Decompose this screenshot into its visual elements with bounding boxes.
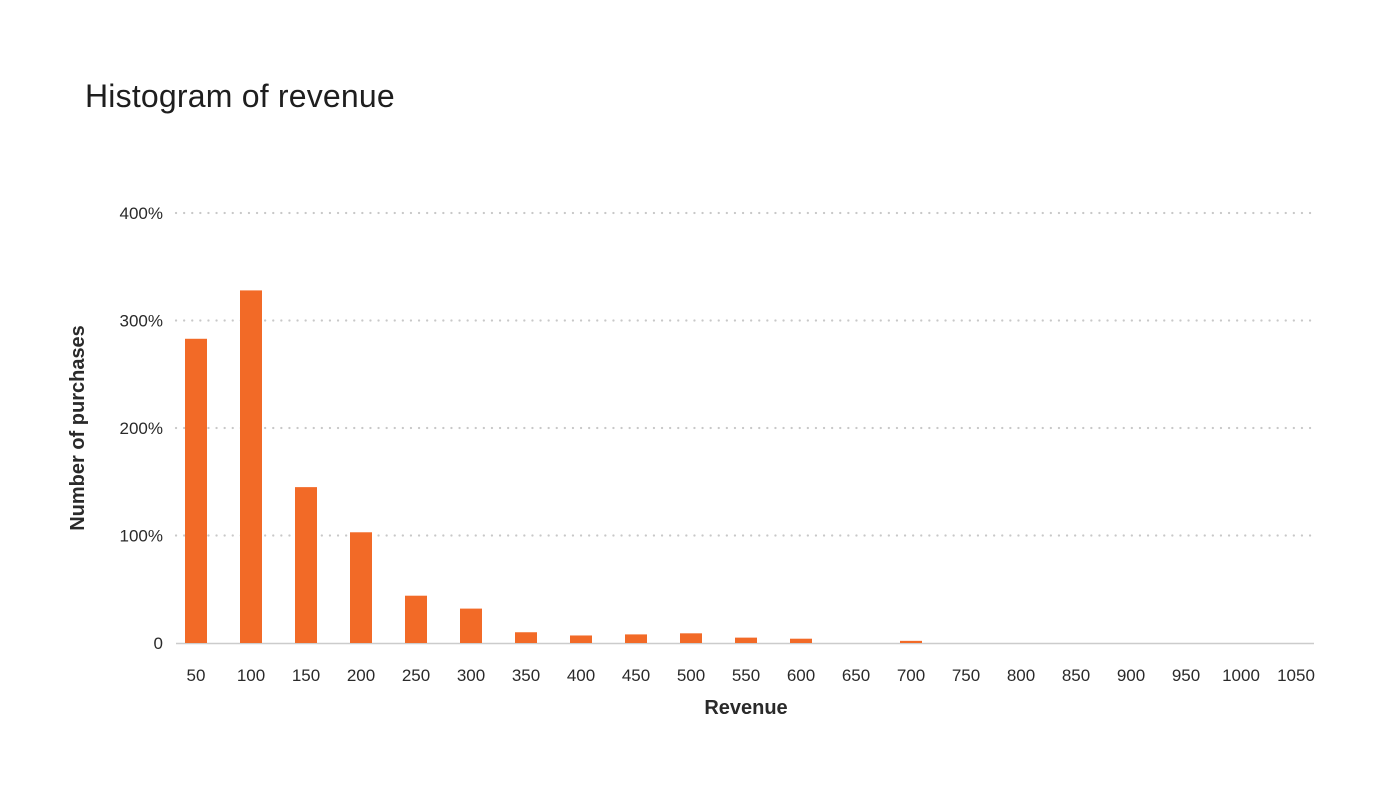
x-tick-label: 500 xyxy=(677,666,705,685)
x-tick-label: 100 xyxy=(237,666,265,685)
y-tick-label: 100% xyxy=(120,527,163,546)
histogram-bar xyxy=(460,608,482,643)
x-tick-label: 1000 xyxy=(1222,666,1260,685)
y-tick-label: 300% xyxy=(120,312,163,331)
histogram-bar xyxy=(350,532,372,643)
chart-title: Histogram of revenue xyxy=(85,78,395,114)
bars xyxy=(185,290,922,643)
x-tick-label: 350 xyxy=(512,666,540,685)
x-tick-label: 150 xyxy=(292,666,320,685)
x-tick-label: 700 xyxy=(897,666,925,685)
y-tick-labels: 0 100% 200% 300% 400% xyxy=(120,204,163,653)
histogram-bar xyxy=(295,487,317,643)
histogram-bar xyxy=(900,640,922,643)
x-tick-label: 250 xyxy=(402,666,430,685)
x-tick-label: 650 xyxy=(842,666,870,685)
x-tick-label: 550 xyxy=(732,666,760,685)
y-tick-label: 400% xyxy=(120,204,163,223)
x-tick-label: 800 xyxy=(1007,666,1035,685)
histogram-bar xyxy=(240,290,262,643)
x-tick-label: 450 xyxy=(622,666,650,685)
y-axis-title: Number of purchases xyxy=(67,325,89,531)
x-tick-label: 750 xyxy=(952,666,980,685)
x-tick-label: 1050 xyxy=(1277,666,1315,685)
x-tick-label: 200 xyxy=(347,666,375,685)
grid-lines xyxy=(174,211,1316,537)
x-tick-label: 900 xyxy=(1117,666,1145,685)
histogram-bar xyxy=(405,595,427,643)
x-tick-label: 950 xyxy=(1172,666,1200,685)
histogram-bar xyxy=(680,633,702,643)
x-axis-title: Revenue xyxy=(704,697,787,719)
y-tick-label: 0 xyxy=(154,634,163,653)
histogram-bar xyxy=(570,635,592,643)
x-tick-label: 850 xyxy=(1062,666,1090,685)
x-tick-label: 600 xyxy=(787,666,815,685)
histogram-bar xyxy=(185,338,207,643)
y-tick-label: 200% xyxy=(120,419,163,438)
histogram-bar xyxy=(790,638,812,643)
x-tick-label: 400 xyxy=(567,666,595,685)
x-tick-label: 50 xyxy=(187,666,206,685)
histogram-bar xyxy=(515,632,537,643)
x-tick-label: 300 xyxy=(457,666,485,685)
x-tick-labels: 50 100 150 200 250 300 350 400 450 500 550 600 650 70… xyxy=(187,666,1315,685)
histogram-bar xyxy=(625,634,647,643)
histogram-bar xyxy=(735,637,757,643)
